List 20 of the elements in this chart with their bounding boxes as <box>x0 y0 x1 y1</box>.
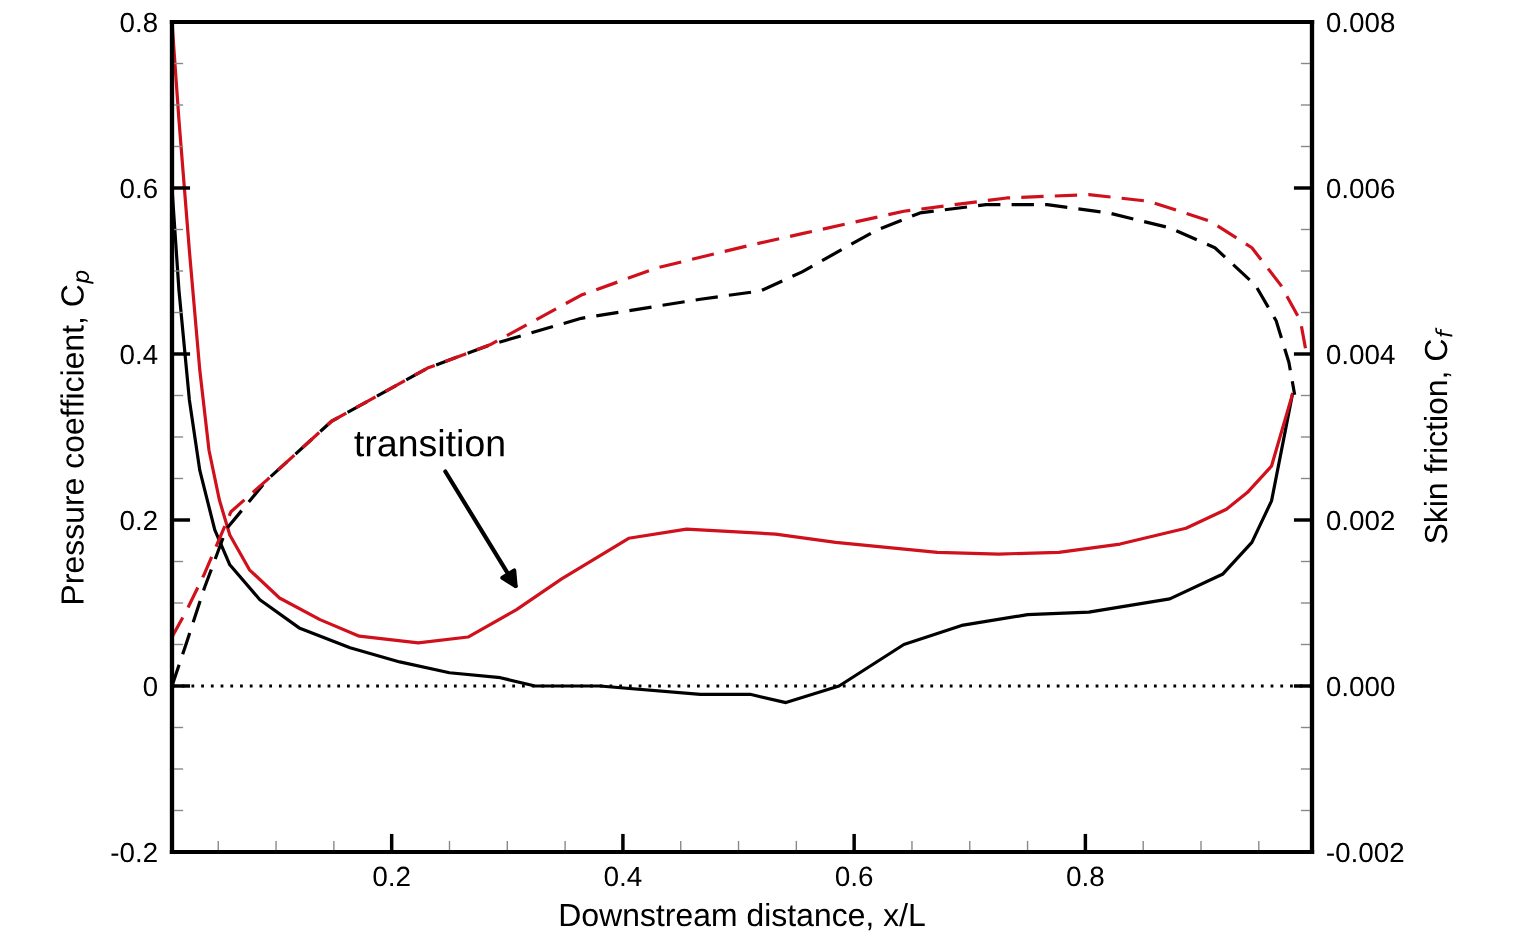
y-axis-title: Pressure coefficient, C$_{p}$ <box>60 270 94 603</box>
x-tick-label: 0.2 <box>373 866 410 887</box>
y2-axis-title: Skin friction, C$_{f}$ <box>1423 327 1453 544</box>
x-tick-label: 0.6 <box>835 866 873 887</box>
y2-tick-label: 0.008 <box>1326 12 1395 33</box>
x-tick-label: 0.8 <box>1067 866 1104 887</box>
y-tick-label: 0 <box>143 676 158 697</box>
y2-tick-label: -0.002 <box>1327 842 1404 863</box>
y2-tick-label: 0.002 <box>1326 510 1395 531</box>
y-tick-label: 0.6 <box>120 178 157 199</box>
y-tick-label: -0.2 <box>111 842 157 863</box>
y-tick-label: 0.2 <box>120 510 157 531</box>
y2-tick-label: 0.000 <box>1326 676 1395 697</box>
y2-tick-label: 0.004 <box>1326 344 1395 365</box>
x-tick-label: 0.4 <box>604 866 642 887</box>
y-tick-label: 0.4 <box>120 344 158 365</box>
y2-tick-label: 0.006 <box>1326 178 1395 199</box>
x-axis-title: Downstream distance, x/L <box>560 902 925 931</box>
annotation: transition <box>354 429 504 457</box>
y-tick-label: 0.8 <box>120 12 157 33</box>
